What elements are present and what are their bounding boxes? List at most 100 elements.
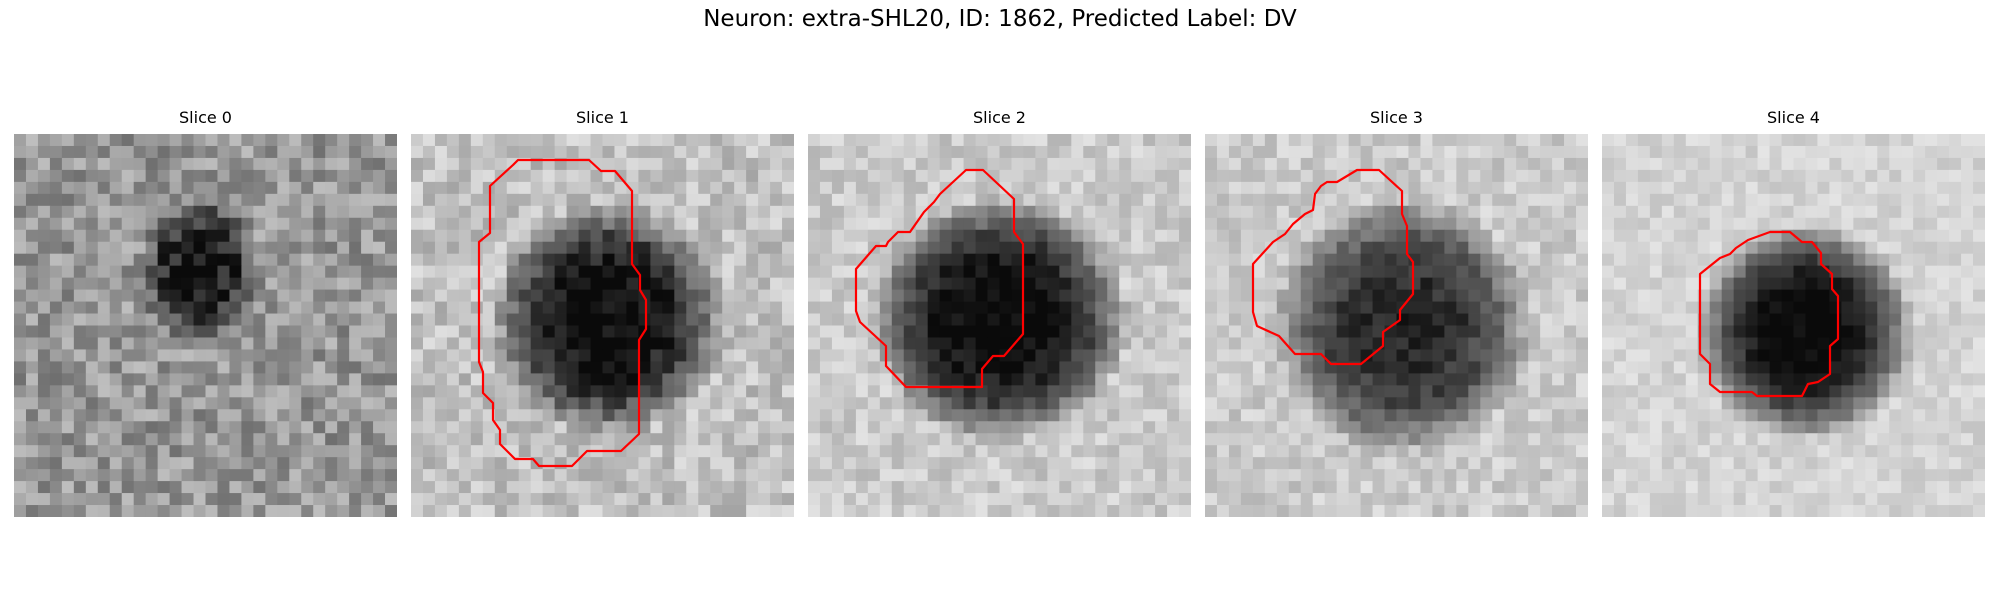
pixel-cell xyxy=(1602,409,1615,422)
pixel-cell xyxy=(722,481,735,494)
pixel-cell xyxy=(145,229,159,243)
pixel-cell xyxy=(746,445,759,458)
pixel-cell xyxy=(1661,301,1675,314)
pixel-cell xyxy=(1877,397,1890,410)
pixel-cell xyxy=(614,373,627,386)
pixel-cell xyxy=(217,433,230,446)
pixel-cell xyxy=(638,217,651,231)
pixel-cell xyxy=(85,157,99,171)
pixel-cell xyxy=(217,505,230,517)
pixel-cell xyxy=(1925,445,1938,458)
pixel-cell xyxy=(422,289,436,302)
pixel-cell xyxy=(1504,349,1517,362)
pixel-cell xyxy=(470,397,484,410)
pixel-cell xyxy=(1059,373,1072,386)
pixel-cell xyxy=(1552,229,1565,243)
pixel-cell xyxy=(169,397,182,410)
pixel-cell xyxy=(566,134,579,147)
pixel-cell xyxy=(109,134,123,147)
pixel-cell xyxy=(1107,505,1120,517)
pixel-cell xyxy=(217,217,230,231)
pixel-cell xyxy=(241,229,254,243)
pixel-cell xyxy=(782,205,794,219)
pixel-cell xyxy=(831,217,845,231)
pixel-cell xyxy=(808,289,821,302)
pixel-cell xyxy=(470,181,484,195)
pixel-cell xyxy=(1901,265,1914,279)
pixel-cell xyxy=(133,241,147,255)
pixel-cell xyxy=(746,457,759,470)
pixel-cell xyxy=(1817,433,1830,446)
pixel-cell xyxy=(253,157,266,171)
pixel-cell xyxy=(109,277,123,290)
pixel-cell xyxy=(145,205,159,219)
pixel-cell xyxy=(1312,409,1326,422)
pixel-cell xyxy=(434,193,448,207)
pixel-cell xyxy=(1059,241,1072,255)
pixel-cell xyxy=(1540,253,1553,267)
pixel-cell xyxy=(867,169,881,183)
pixel-cell xyxy=(37,325,51,338)
pixel-cell xyxy=(903,265,917,279)
pixel-cell xyxy=(1131,205,1144,219)
pixel-cell xyxy=(253,469,266,482)
pixel-cell xyxy=(1420,433,1433,446)
pixel-cell xyxy=(1107,469,1120,482)
pixel-cell xyxy=(1252,145,1266,159)
pixel-cell xyxy=(1312,457,1326,470)
pixel-cell xyxy=(770,421,783,434)
pixel-cell xyxy=(109,397,123,410)
pixel-cell xyxy=(169,301,182,314)
pixel-cell xyxy=(999,193,1012,207)
pixel-cell xyxy=(253,481,266,494)
pixel-cell xyxy=(1637,421,1651,434)
pixel-cell xyxy=(903,157,917,171)
pixel-cell xyxy=(1456,265,1469,279)
pixel-cell xyxy=(1396,253,1409,267)
pixel-cell xyxy=(1468,217,1481,231)
pixel-cell xyxy=(626,385,639,398)
pixel-cell xyxy=(1925,145,1938,159)
pixel-cell xyxy=(927,145,941,159)
pixel-cell xyxy=(530,253,544,267)
pixel-cell xyxy=(1817,145,1830,159)
pixel-cell xyxy=(37,469,51,482)
pixel-cell xyxy=(1276,301,1290,314)
pixel-cell xyxy=(506,469,520,482)
pixel-cell xyxy=(987,241,1000,255)
pixel-cell xyxy=(1769,289,1782,302)
pixel-cell xyxy=(1480,134,1493,147)
pixel-cell xyxy=(506,421,520,434)
pixel-cell xyxy=(1949,397,1962,410)
pixel-cell xyxy=(265,505,278,517)
pixel-cell xyxy=(422,157,436,171)
pixel-cell xyxy=(1300,481,1314,494)
pixel-cell xyxy=(241,349,254,362)
pixel-cell xyxy=(1179,289,1191,302)
pixel-cell xyxy=(746,325,759,338)
pixel-cell xyxy=(265,134,278,147)
pixel-cell xyxy=(1035,193,1048,207)
pixel-cell xyxy=(1793,325,1806,338)
pixel-cell xyxy=(1961,445,1974,458)
pixel-cell xyxy=(650,205,663,219)
pixel-cell xyxy=(626,397,639,410)
pixel-cell xyxy=(14,325,27,338)
pixel-cell xyxy=(1107,397,1120,410)
pixel-cell xyxy=(1540,205,1553,219)
pixel-cell xyxy=(1769,421,1782,434)
pixel-cell xyxy=(614,301,627,314)
pixel-cell xyxy=(1035,157,1048,171)
pixel-cell xyxy=(73,241,87,255)
pixel-cell xyxy=(1167,253,1180,267)
pixel-cell xyxy=(939,325,953,338)
pixel-cell xyxy=(482,157,496,171)
pixel-cell xyxy=(1721,409,1735,422)
pixel-cell xyxy=(1649,169,1663,183)
pixel-cell xyxy=(915,169,929,183)
pixel-cell xyxy=(277,145,290,159)
pixel-cell xyxy=(1492,433,1505,446)
pixel-cell xyxy=(1602,337,1615,350)
pixel-cell xyxy=(518,181,532,195)
pixel-cell xyxy=(411,181,424,195)
